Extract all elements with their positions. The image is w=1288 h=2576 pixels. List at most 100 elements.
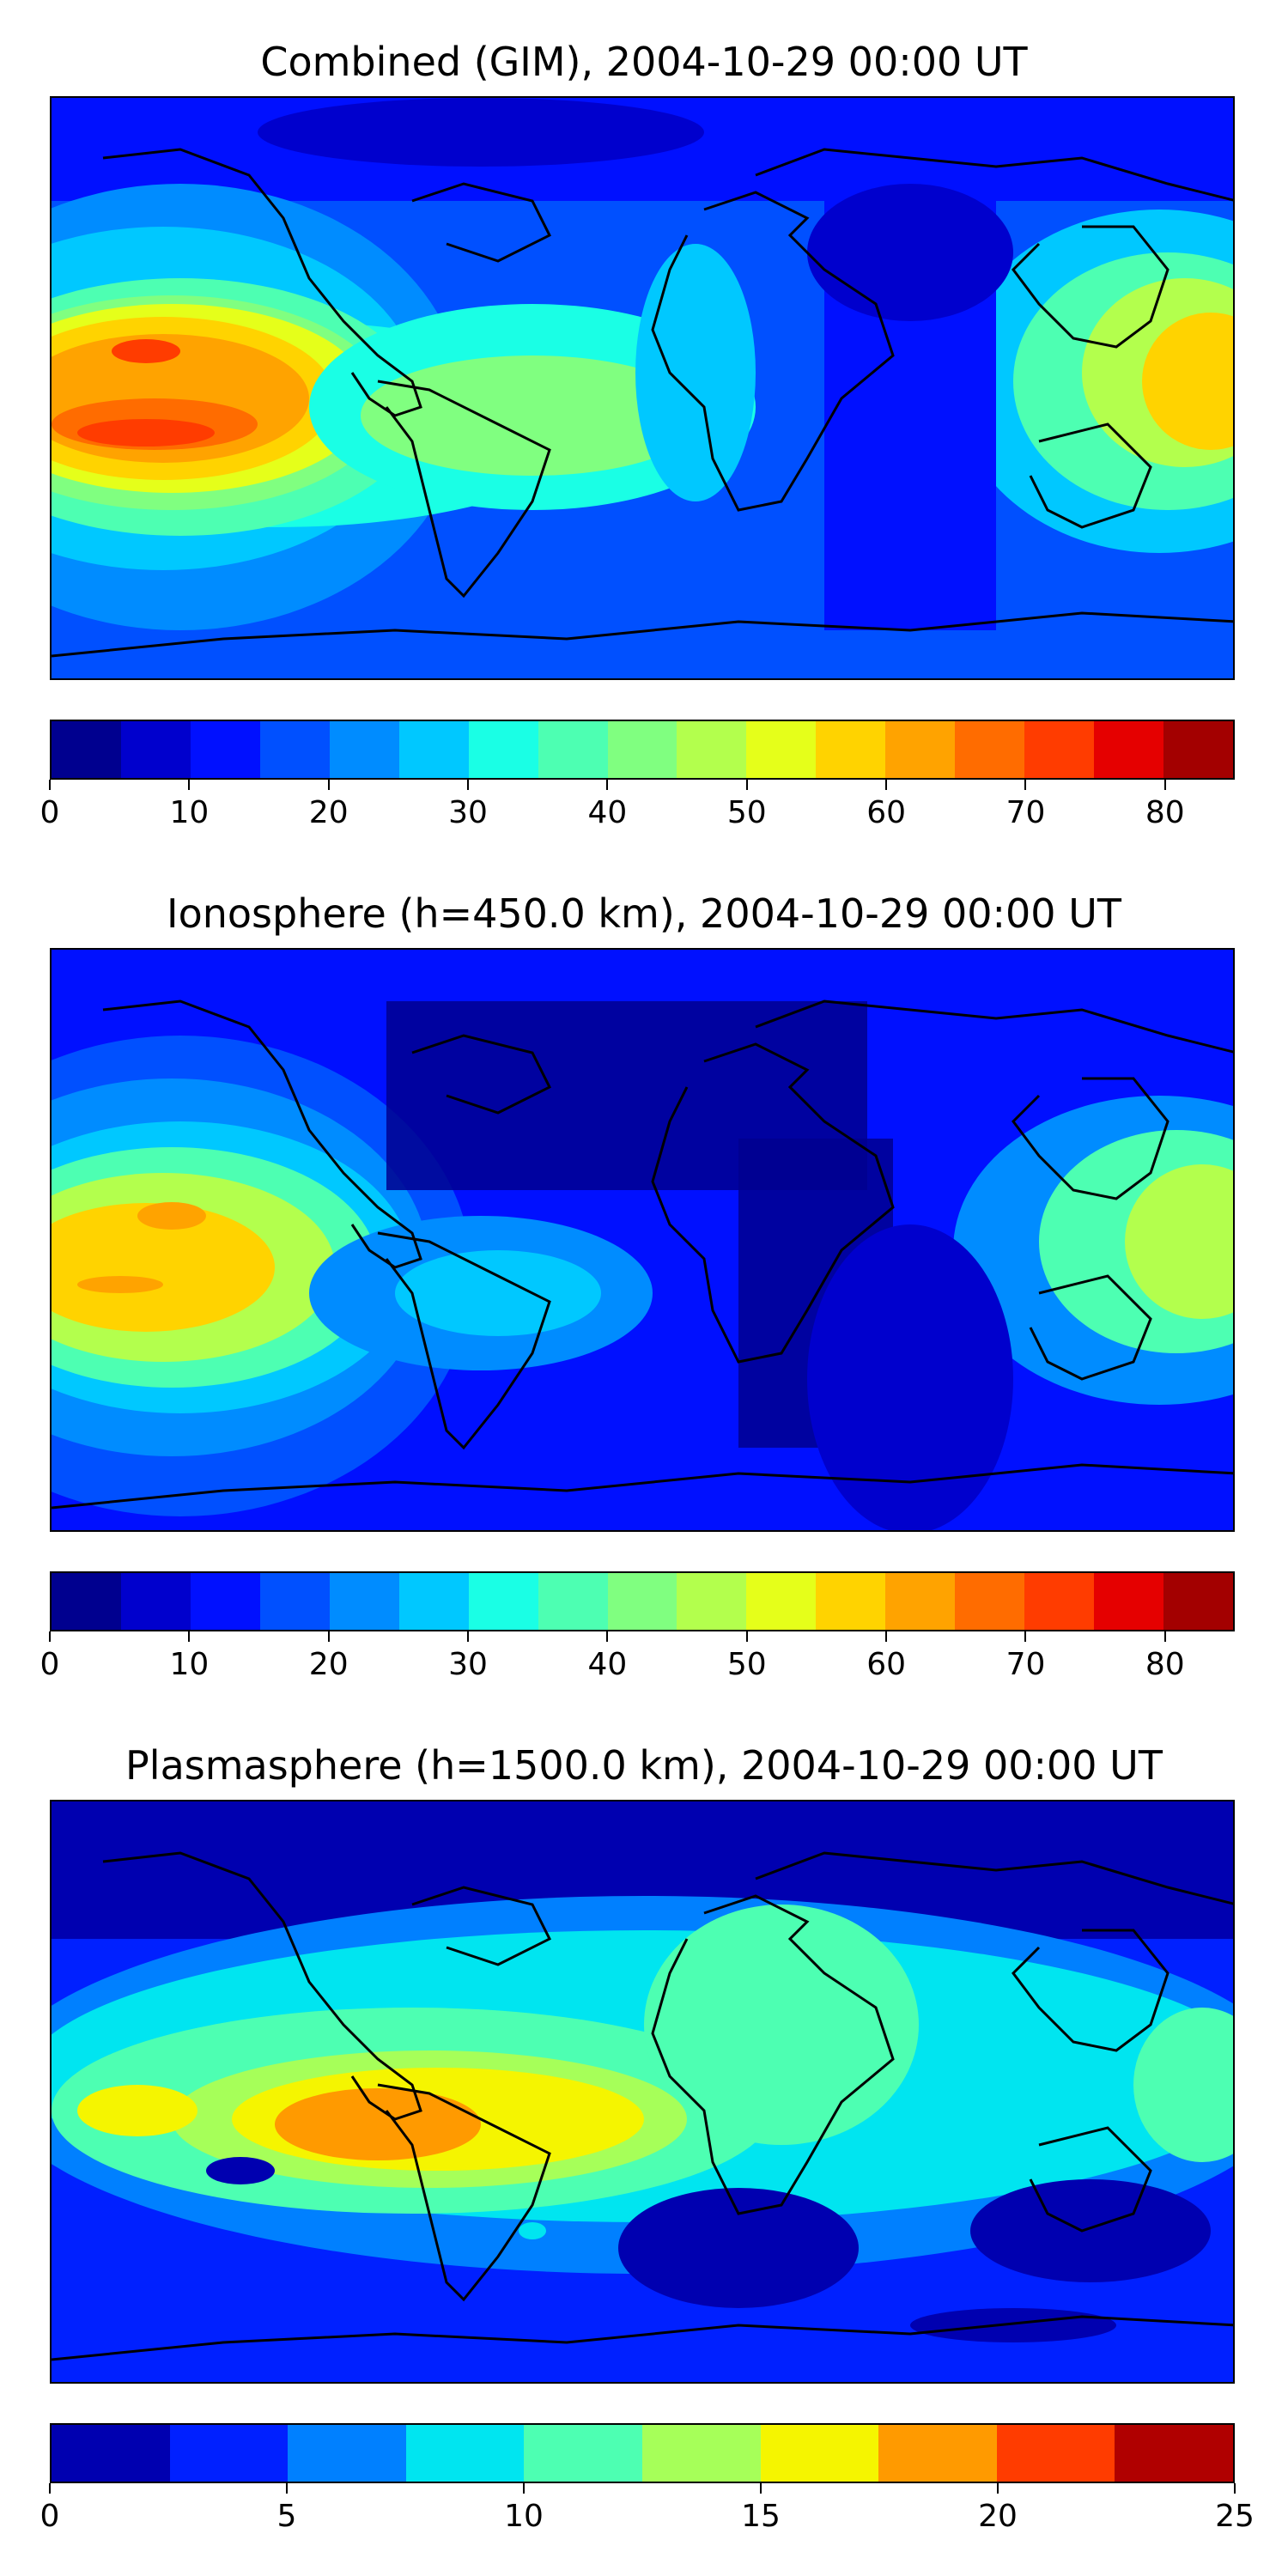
colorbar-tick — [997, 2483, 999, 2494]
colorbar-tick — [49, 780, 51, 790]
colorbar-tick-label: 10 — [169, 1647, 210, 1682]
colorbar-segment — [120, 721, 191, 778]
colorbar-tick — [885, 1631, 888, 1642]
colorbar-tick — [327, 1631, 330, 1642]
colorbar-tick-label: 0 — [39, 2499, 60, 2534]
colorbar-segment — [816, 721, 886, 778]
colorbar-segment — [538, 721, 608, 778]
colorbar-segment — [677, 721, 747, 778]
colorbar-segment — [1094, 721, 1163, 778]
colorbar-segment — [1163, 1573, 1233, 1630]
colorbar-tick — [188, 780, 191, 790]
colorbar-tick — [606, 780, 609, 790]
colorbar-segment — [1163, 721, 1233, 778]
colorbar-segment — [996, 2425, 1115, 2482]
panel-1-colorbar-ticks: 0 10 20 30 40 50 60 70 80 — [40, 780, 1235, 831]
colorbar-segment — [398, 1573, 469, 1630]
colorbar-segment — [641, 2425, 761, 2482]
colorbar-tick — [327, 780, 330, 790]
colorbar-segment — [120, 1573, 191, 1630]
colorbar-tick — [745, 780, 748, 790]
colorbar-segment — [524, 2425, 642, 2482]
colorbar-tick-label: 70 — [1005, 1647, 1046, 1682]
colorbar-tick-label: 10 — [504, 2499, 544, 2534]
colorbar-segment — [1094, 1573, 1163, 1630]
panel-1-colorbar — [50, 720, 1235, 780]
colorbar-tick-label: 40 — [587, 1647, 628, 1682]
colorbar-tick — [49, 2483, 51, 2494]
colorbar-tick-label: 25 — [1215, 2499, 1255, 2534]
panel-2-colorbar-ticks: 0 10 20 30 40 50 60 70 80 — [40, 1631, 1235, 1683]
colorbar-tick — [1163, 780, 1166, 790]
colorbar-segment — [607, 721, 677, 778]
colorbar-segment — [885, 721, 956, 778]
colorbar-tick — [1163, 1631, 1166, 1642]
colorbar-segment — [329, 1573, 399, 1630]
colorbar-segment — [607, 1573, 677, 1630]
colorbar-tick-label: 20 — [308, 795, 349, 830]
colorbar-tick — [1234, 2483, 1236, 2494]
colorbar-tick-label: 60 — [866, 795, 907, 830]
colorbar-segment — [259, 721, 330, 778]
colorbar-tick-label: 80 — [1145, 795, 1185, 830]
colorbar-segment — [885, 1573, 956, 1630]
colorbar-segment — [169, 2425, 289, 2482]
colorbar-tick-label: 40 — [587, 795, 628, 830]
panel-3-map — [50, 1800, 1235, 2384]
panel-2-map — [50, 948, 1235, 1532]
colorbar-tick-label: 30 — [448, 795, 488, 830]
colorbar-segment — [52, 2425, 170, 2482]
panel-2-title: Ionosphere (h=450.0 km), 2004-10-29 00:0… — [167, 890, 1121, 937]
colorbar-tick — [286, 2483, 288, 2494]
panel-3-title: Plasmasphere (h=1500.0 km), 2004-10-29 0… — [125, 1742, 1163, 1789]
colorbar-tick-label: 60 — [866, 1647, 907, 1682]
colorbar-tick — [188, 1631, 191, 1642]
contour-fill — [52, 1801, 1233, 2382]
colorbar-tick — [49, 1631, 51, 1642]
colorbar-tick-label: 70 — [1005, 795, 1046, 830]
colorbar-tick-label: 50 — [726, 795, 767, 830]
colorbar-segment — [746, 721, 817, 778]
colorbar-tick — [606, 1631, 609, 1642]
colorbar-segment — [1024, 721, 1095, 778]
contour-fill — [52, 98, 1233, 678]
colorbar-tick-label: 50 — [726, 1647, 767, 1682]
colorbar-segment — [468, 721, 538, 778]
colorbar-tick-label: 0 — [39, 795, 60, 830]
colorbar-segment — [677, 1573, 747, 1630]
colorbar-segment — [878, 2425, 997, 2482]
coastlines — [52, 999, 1233, 1510]
colorbar-tick — [1024, 1631, 1027, 1642]
colorbar-tick — [760, 2483, 762, 2494]
colorbar-segment — [538, 1573, 608, 1630]
colorbar-segment — [746, 1573, 817, 1630]
panel-3-colorbar-ticks: 0 5 10 15 20 25 — [40, 2483, 1255, 2535]
coastlines — [52, 148, 1233, 658]
colorbar-segment — [468, 1573, 538, 1630]
coastlines — [52, 1851, 1233, 2361]
colorbar-tick — [523, 2483, 525, 2494]
colorbar-segment — [52, 721, 121, 778]
colorbar-tick — [745, 1631, 748, 1642]
colorbar-tick — [1024, 780, 1027, 790]
colorbar-segment — [816, 1573, 886, 1630]
colorbar-segment — [398, 721, 469, 778]
colorbar-segment — [955, 1573, 1025, 1630]
colorbar-segment — [259, 1573, 330, 1630]
colorbar-segment — [1024, 1573, 1095, 1630]
colorbar-segment — [190, 721, 260, 778]
contour-fill — [52, 950, 1233, 1530]
colorbar-tick-label: 20 — [308, 1647, 349, 1682]
colorbar-segment — [190, 1573, 260, 1630]
colorbar-tick-label: 30 — [448, 1647, 488, 1682]
colorbar-tick-label: 20 — [978, 2499, 1018, 2534]
panel-3-colorbar — [50, 2423, 1235, 2483]
panel-1-map — [50, 96, 1235, 680]
colorbar-tick-label: 0 — [39, 1647, 60, 1682]
colorbar-tick — [467, 1631, 470, 1642]
colorbar-tick-label: 15 — [741, 2499, 781, 2534]
colorbar-tick-label: 5 — [276, 2499, 297, 2534]
colorbar-segment — [288, 2425, 406, 2482]
colorbar-tick-label: 10 — [169, 795, 210, 830]
colorbar-segment — [405, 2425, 525, 2482]
